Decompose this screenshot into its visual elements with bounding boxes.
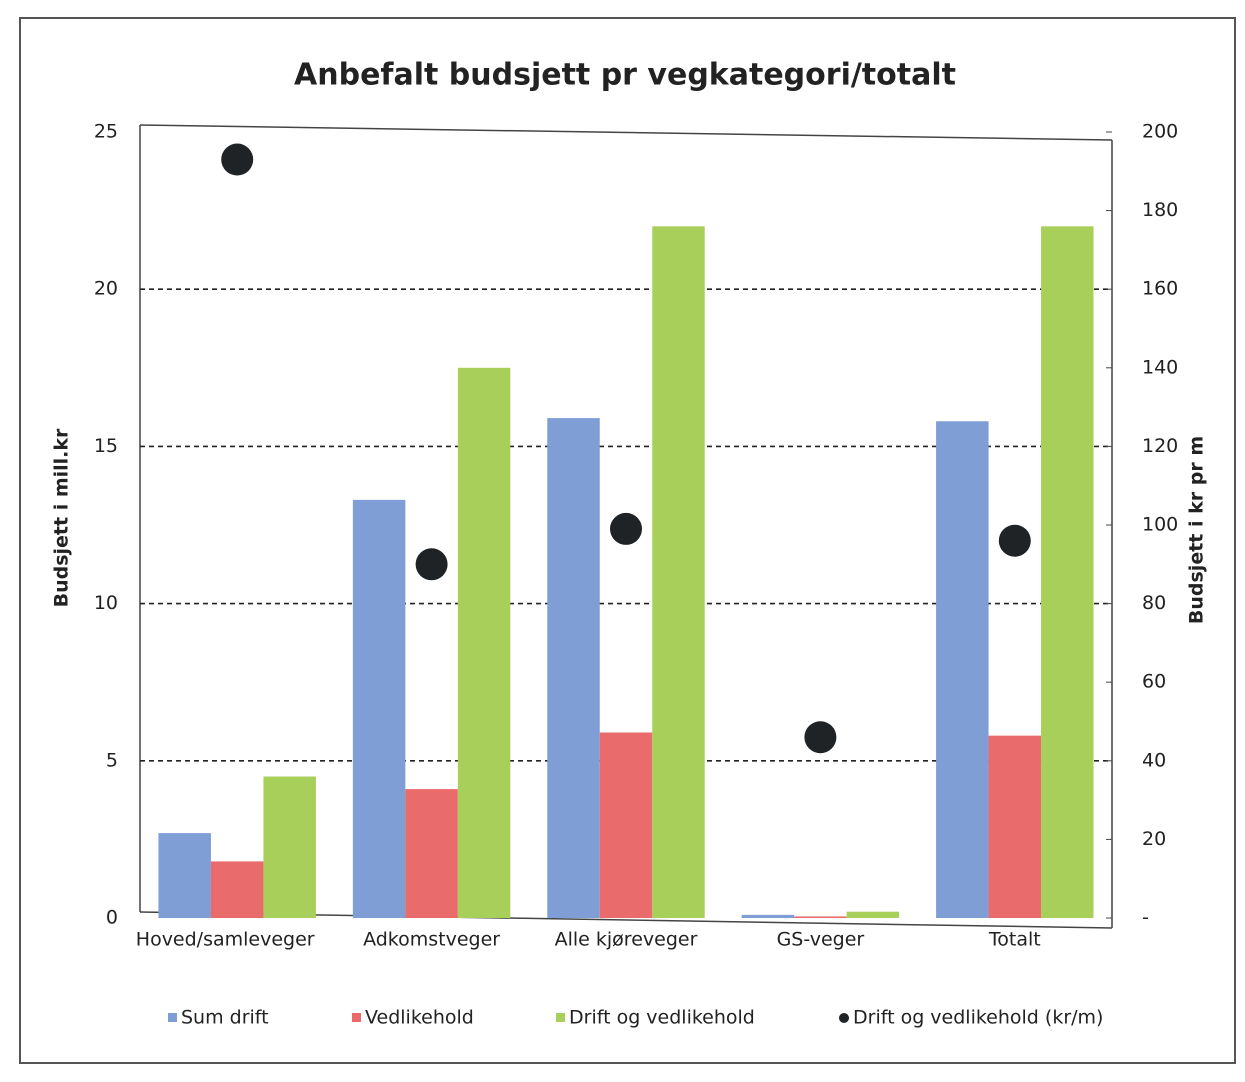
bar [794,916,847,918]
y2-tick-label: 40 [1142,749,1166,771]
plot-top [139,124,1113,141]
y-tick-label: 10 [94,592,118,614]
legend-label: Vedlikehold [365,1007,474,1029]
chart-title: Anbefalt budsjett pr vegkategori/totalt [294,58,956,93]
legend-label: Sum drift [181,1007,269,1029]
dot [804,721,837,754]
bar [352,499,406,918]
dot [415,548,448,581]
legend-marker [168,1013,177,1022]
x-tick-label: Alle kjøreveger [555,929,698,951]
legend-marker [556,1013,565,1022]
x-tick-label: Adkomstveger [363,929,500,951]
chart-frame [19,17,1236,1064]
y2-tick-label: 140 [1142,356,1178,378]
x-tick-label: Totalt [988,929,1041,951]
dot [998,524,1031,557]
dot [221,143,254,176]
y2-tick-label: 20 [1142,828,1166,850]
x-tick-label: GS-veger [777,929,865,951]
y2-tick-label: 160 [1142,278,1178,300]
y2-tick-label: 180 [1142,199,1178,221]
y2-tick-label: 60 [1142,671,1166,693]
y-axis-label: Budsjett i mill.kr [51,428,73,607]
dot [610,512,642,545]
legend-marker [352,1013,361,1022]
legend-label: Drift og vedlikehold (kr/m) [853,1007,1103,1029]
bar [599,732,653,918]
bar [457,367,511,918]
legend-label: Drift og vedlikehold [569,1007,755,1029]
bar [936,421,989,918]
bar [741,914,795,918]
bar [1041,226,1094,918]
bar [158,833,211,918]
bar [210,861,264,918]
y2-tick-label: 100 [1142,514,1178,536]
y-tick-label: 0 [106,907,118,929]
bar [652,226,705,918]
bar [846,911,900,918]
y2-tick-label: 200 [1142,121,1178,143]
y2-axis-label: Budsjett i kr pr m [1186,436,1208,624]
bar [988,735,1042,918]
y-tick-label: 5 [106,749,118,771]
bar [547,418,600,918]
y-tick-label: 15 [94,435,118,457]
y-tick-label: 20 [94,278,118,300]
y-tick-label: 25 [94,121,118,143]
legend-marker [839,1013,849,1023]
x-tick-label: Hoved/samleveger [136,929,315,951]
y2-tick-label: 120 [1142,435,1178,457]
y2-tick-label: - [1142,907,1149,929]
bar [405,789,458,918]
y2-tick-label: 80 [1142,592,1166,614]
bar [263,776,316,918]
